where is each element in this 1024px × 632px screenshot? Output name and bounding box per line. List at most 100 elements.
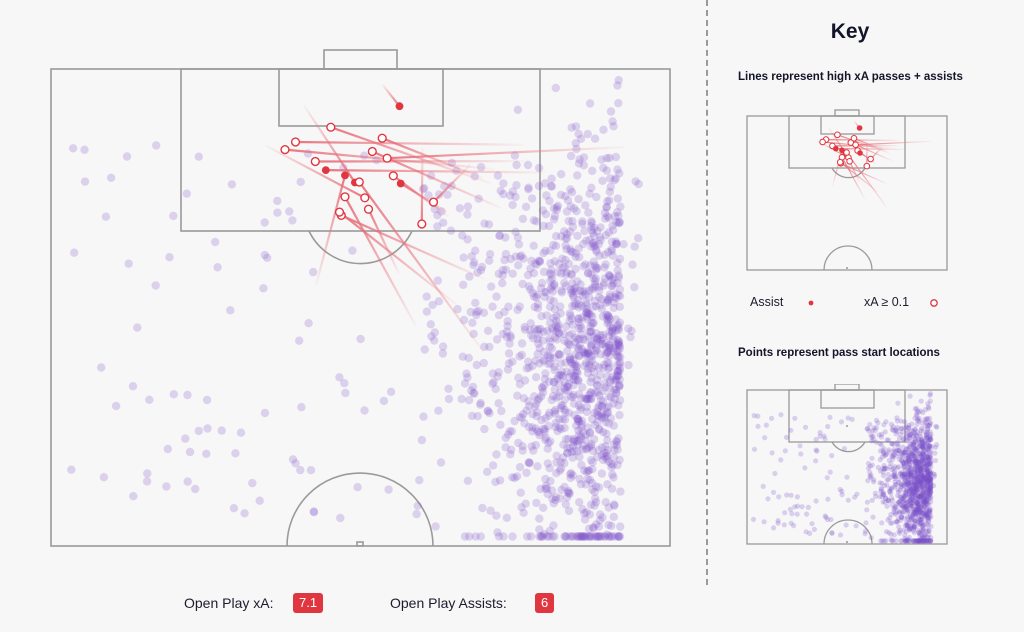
pass-start-point — [921, 486, 928, 492]
pass-start-point — [580, 287, 589, 296]
pass-start-point — [904, 466, 910, 473]
pass-start-point — [560, 384, 569, 393]
pass-start-point — [535, 359, 544, 368]
pass-start-point — [880, 465, 886, 471]
pass-start-point — [910, 457, 916, 463]
pass-start-point — [615, 375, 624, 384]
pass-start-point — [904, 522, 910, 529]
pass-start-point — [913, 507, 919, 513]
pass-start-point — [485, 408, 494, 418]
pass-start-point — [930, 471, 937, 477]
pass-start-point — [917, 519, 923, 525]
pass-start-point — [862, 531, 868, 537]
pass-line — [340, 214, 485, 280]
pass-start-point — [907, 432, 913, 438]
pass-start-point — [597, 155, 606, 164]
pass-start-point — [630, 283, 639, 292]
pass-start-point — [588, 340, 597, 349]
pass-start-point — [614, 339, 623, 348]
pass-start-point — [907, 484, 913, 490]
pass-start-point — [919, 521, 925, 527]
pass-start-point — [814, 448, 820, 454]
pass-start-point — [917, 496, 923, 502]
pass-start-point — [903, 503, 909, 509]
pass-start-point — [466, 307, 475, 317]
pass-start-point — [908, 470, 914, 476]
pass-start-point — [595, 233, 605, 242]
pass-start-point — [924, 538, 930, 544]
pass-start-point — [755, 413, 761, 419]
pass-start-point — [910, 538, 916, 544]
pass-start-point — [893, 453, 899, 459]
pass-start-point — [515, 463, 525, 472]
pass-start-point — [901, 486, 907, 493]
pass-start-point — [547, 395, 556, 405]
pass-start-point — [588, 446, 598, 456]
pass-start-point — [520, 322, 529, 332]
pass-start-point — [920, 457, 926, 463]
pass-start-point — [918, 472, 924, 478]
pass-start-point — [919, 458, 925, 464]
pass-start-point — [915, 506, 921, 512]
pass-start-point — [588, 228, 597, 237]
pass-start-point — [613, 322, 622, 331]
pass-start-point — [910, 497, 916, 503]
pass-line — [846, 152, 888, 208]
pass-start-point — [899, 469, 905, 475]
pass-start-point — [912, 482, 918, 488]
pass-start-point — [751, 446, 758, 452]
pass-start-point — [918, 509, 924, 515]
pass-start-point — [611, 174, 620, 183]
pass-start-point — [924, 514, 930, 520]
pass-start-point — [606, 344, 615, 353]
assist-marker — [395, 102, 404, 111]
pass-start-point — [615, 455, 624, 465]
pass-start-point — [911, 491, 917, 497]
pass-start-point — [894, 448, 900, 454]
pass-start-point — [915, 497, 921, 503]
pass-start-point — [921, 535, 927, 541]
pass-start-point — [582, 300, 591, 309]
pass-start-point — [897, 530, 903, 536]
pass-start-point — [360, 406, 369, 415]
pass-start-point — [905, 536, 911, 542]
pass-start-point — [516, 488, 525, 497]
pass-start-point — [920, 474, 926, 481]
pass-start-point — [902, 458, 908, 464]
pass-start-point — [920, 478, 926, 484]
pass-start-point — [886, 498, 892, 504]
pass-start-point — [520, 419, 529, 428]
pass-start-point — [923, 457, 929, 463]
pass-start-point — [483, 326, 493, 335]
pass-start-point — [865, 460, 871, 467]
pass-start-point — [882, 483, 888, 489]
pass-start-point — [797, 443, 803, 449]
pass-start-point — [570, 410, 579, 420]
pass-start-point — [603, 408, 612, 418]
pass-start-point — [590, 532, 599, 541]
pass-start-point — [913, 482, 919, 488]
pass-start-point — [909, 448, 915, 454]
pass-start-point — [914, 500, 920, 506]
pass-start-point — [934, 442, 940, 448]
pass-start-point — [356, 334, 365, 344]
pass-start-point — [770, 489, 777, 495]
pass-start-point — [912, 538, 918, 544]
pass-start-point — [896, 479, 902, 485]
pass-start-point — [924, 473, 930, 479]
pass-start-point — [573, 277, 582, 286]
pass-start-point — [572, 362, 581, 372]
pass-start-point — [921, 496, 927, 502]
pass-start-point — [928, 436, 934, 442]
pass-start-point — [587, 341, 596, 351]
pass-start-point — [915, 469, 921, 475]
pass-start-point — [594, 445, 603, 455]
pass-start-point — [899, 514, 905, 520]
pass-start-point — [886, 530, 892, 536]
pass-start-point — [502, 513, 511, 522]
pass-start-point — [533, 299, 543, 309]
pass-start-point — [920, 446, 926, 452]
pass-start-point — [549, 240, 558, 250]
xa-marker — [867, 155, 874, 163]
pass-start-point — [600, 413, 609, 422]
